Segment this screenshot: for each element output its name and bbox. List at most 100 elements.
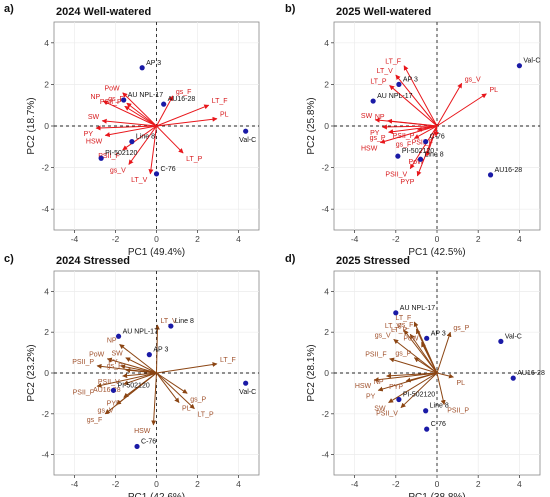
loading-arrow [389,357,438,374]
x-tick-label: -4 [351,479,359,489]
loading-label: NP [375,114,385,121]
loading-arrow [96,372,157,388]
x-tick-label: 0 [435,479,440,489]
loading-label: PSII_P [447,408,469,415]
loading-arrow [387,118,438,127]
x-tick-label: 2 [476,234,481,244]
loading-label: PYP [389,384,403,391]
y-tick-label: -4 [321,204,329,214]
loading-arrow [395,74,438,127]
genotype-point [139,65,145,71]
loading-label: HSW [86,138,103,145]
loading-label: gs_F [398,322,414,329]
loading-label: gs_V [110,167,126,174]
loading-label: HSW [355,383,372,390]
panel-title: 2025 Stressed [336,255,410,267]
genotype-point [110,387,117,393]
loading-arrow [389,85,438,127]
loading-arrow [156,372,195,410]
y-tick-label: 4 [324,286,329,296]
loading-arrow [436,82,463,127]
genotype-point [153,171,160,177]
y-tick-label: -2 [41,409,49,419]
loading-label: gs_V [465,76,481,83]
x-tick-label: -2 [112,234,120,244]
genotype-point [498,338,504,344]
y-tick-label: 0 [324,121,329,131]
x-tick-label: -4 [351,234,359,244]
loading-label: PYP [107,400,121,407]
genotype-point [510,375,516,381]
y-tick-label: -2 [321,163,329,173]
loading-label: PSII_V [376,411,398,418]
loading-arrow [379,125,438,144]
loading-label: PSII_F [98,153,119,160]
genotype-label: AP 3 [146,60,161,67]
x-tick-label: 0 [154,479,159,489]
loading-arrow [373,372,438,383]
y-tick-label: -2 [41,163,49,173]
loading-arrow [388,372,438,404]
genotype-label: C-76 [431,421,446,428]
genotype-point [243,128,249,134]
y-tick-label: -2 [321,409,329,419]
loading-label: PSII_P [72,359,94,366]
loading-arrow [101,118,157,127]
loading-label: PoW [403,335,419,342]
loading-label: PL [182,406,191,413]
x-tick-label: 4 [236,234,241,244]
genotype-label: Val-C [505,333,522,340]
loading-label: gs_P [370,135,386,142]
genotype-point [134,443,140,450]
loading-label: LT_V [131,177,148,184]
x-tick-label: 2 [476,479,481,489]
genotype-label: C-76 [141,438,156,445]
x-tick-label: -4 [71,479,79,489]
loading-arrow [436,93,487,127]
loading-label: gs_F [108,96,124,103]
genotype-point [423,408,429,414]
y-tick-label: 0 [44,121,49,131]
y-tick-label: -4 [321,450,329,460]
loading-label: PY [108,359,118,366]
genotype-label: AP 3 [431,330,446,337]
genotype-label: AU NPL-17 [400,305,436,312]
loading-label: PY [370,130,380,137]
pca-panel-1: -4 -2 0 2 4 -4 -2 0 2 4 PC1 (49.4%) PC2 (18.7%) 2024… [4,3,260,258]
loading-arrow [122,125,157,151]
genotype-point [393,310,399,316]
loading-label: gs_P [453,325,469,332]
loading-label: AU16-28 [93,387,121,394]
loading-arrow [128,125,157,165]
genotype-label: PI-502120 [105,150,137,157]
loading-label: LT_P [197,412,214,419]
loading-arrow [156,372,180,403]
y-tick-label: 2 [324,79,329,89]
loading-arrow [405,372,438,383]
loading-label: LT_P [186,156,203,163]
loading-arrow [433,125,439,137]
x-tick-label: -2 [392,234,400,244]
loading-label: PL [456,380,465,387]
loading-label: LT_F [212,98,228,105]
genotype-point [243,380,249,386]
y-axis-label: PC2 (28.1%) [306,344,317,401]
x-tick-label: -2 [392,479,400,489]
loading-label: PoW [409,159,425,166]
loading-label: NP [90,94,100,101]
genotype-label: AU16-28 [168,96,196,103]
genotype-point [98,155,104,161]
genotype-label: Val-C [523,58,540,65]
loading-arrow [409,125,438,170]
y-tick-label: 2 [44,79,49,89]
genotype-label: AP 3 [153,347,168,354]
genotype-label: Val-C [239,137,256,144]
x-axis-label: PC1 (42.5%) [408,247,465,258]
genotype-point [115,333,122,339]
genotype-point [396,396,402,403]
genotype-label: AU NPL-17 [123,328,159,335]
genotype-label: PI-502120 [403,392,435,399]
loading-label: PSII_F [412,139,433,146]
loading-label: PSII_V [385,172,407,179]
loading-arrow [126,102,157,127]
